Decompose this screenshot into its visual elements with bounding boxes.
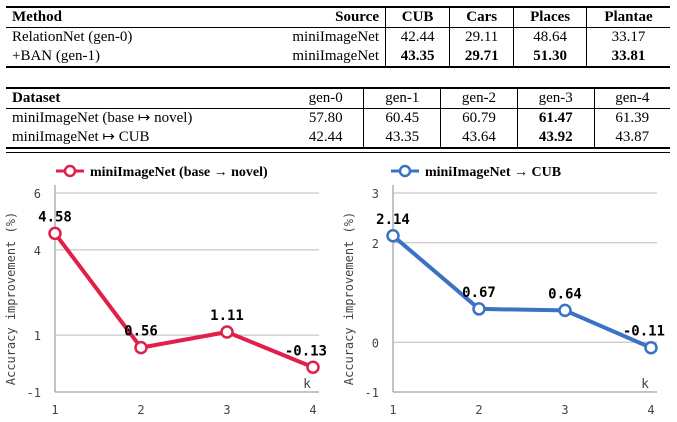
value-cell: 60.45	[363, 108, 441, 128]
value-cell: 43.35	[363, 128, 441, 148]
y-tick-label: 0	[372, 336, 379, 350]
data-label: 0.64	[548, 286, 582, 302]
col-header-gen4: gen-4	[593, 88, 670, 109]
value-cell: 33.81	[585, 47, 670, 67]
col-header-plantae: Plantae	[585, 7, 670, 28]
method-cell: +BAN (gen-1)	[12, 48, 101, 64]
y-tick-label: 6	[34, 187, 41, 201]
x-axis-label: k	[641, 377, 649, 392]
table-header-row: Method Source CUB Cars Places Plantae	[6, 7, 670, 28]
y-tick-label: 1	[34, 329, 41, 343]
col-header-gen0: gen-0	[288, 88, 364, 109]
y-tick-label: -1	[27, 386, 41, 400]
y-axis-label: Accuracy improvement (%)	[4, 212, 18, 385]
col-header-cars: Cars	[449, 7, 514, 28]
y-tick-label: 3	[372, 187, 379, 201]
table-row: miniImageNet ↦ CUB 42.44 43.35 43.64 43.…	[6, 128, 670, 148]
col-header-places: Places	[513, 7, 587, 28]
col-header-cub: CUB	[384, 7, 450, 28]
value-cell: 43.35	[384, 47, 450, 67]
table-header-row: Dataset gen-0 gen-1 gen-2 gen-3 gen-4	[6, 88, 670, 109]
data-label: 2.14	[376, 212, 410, 228]
data-point	[644, 340, 658, 355]
y-tick-label: 2	[372, 237, 379, 251]
value-cell: 29.11	[449, 27, 514, 47]
value-cell: 61.47	[516, 108, 595, 128]
value-cell: 61.39	[593, 108, 670, 128]
table-row: miniImageNet (base ↦ novel) 57.80 60.45 …	[6, 108, 670, 128]
x-tick-label: 4	[647, 403, 654, 417]
col-header-gen3: gen-3	[516, 88, 595, 109]
data-label: -0.13	[285, 343, 327, 359]
value-cell: 42.44	[384, 27, 450, 47]
value-cell: 57.80	[308, 110, 343, 126]
data-point	[134, 340, 148, 355]
data-point	[220, 325, 234, 339]
value-cell: 43.87	[593, 128, 670, 148]
col-header-method: Method	[6, 7, 218, 28]
dataset-cell: miniImageNet (base ↦ novel)	[12, 110, 193, 126]
data-point	[306, 360, 320, 375]
series-line	[391, 234, 652, 350]
value-cell: 43.92	[516, 128, 595, 148]
source-cell: miniImageNet	[292, 48, 379, 64]
col-header-source: Source	[218, 7, 386, 28]
col-header-dataset: Dataset	[6, 88, 288, 109]
legend-marker	[63, 164, 77, 178]
value-cell: 42.44	[308, 129, 343, 145]
line-chart-1: miniImageNet (base → novel) -1 1 4 6 1 2 3 4 k Acc…	[4, 164, 327, 417]
table-row: +BAN (gen-1) miniImageNet 43.35 29.71 51…	[6, 47, 670, 67]
data-label: 0.56	[124, 324, 158, 340]
value-cell: 43.64	[440, 128, 518, 148]
table-row: RelationNet (gen-0) miniImageNet 42.44 2…	[6, 27, 670, 47]
y-tick-label: 4	[34, 244, 41, 258]
value-cell: 33.17	[585, 27, 670, 47]
value-cell: 51.30	[513, 47, 587, 67]
dataset-cell: miniImageNet ↦ CUB	[12, 129, 150, 145]
x-tick-label: 3	[223, 403, 230, 417]
col-header-gen1: gen-1	[363, 88, 441, 109]
x-axis-label: k	[303, 377, 311, 392]
data-label: 4.58	[38, 209, 72, 225]
results-table-generations: Dataset gen-0 gen-1 gen-2 gen-3 gen-4 mi…	[6, 87, 670, 149]
x-tick-label: 2	[475, 403, 482, 417]
value-cell: 29.71	[449, 47, 514, 67]
data-point	[558, 303, 572, 318]
x-tick-label: 2	[137, 403, 144, 417]
col-header-gen2: gen-2	[440, 88, 518, 109]
data-point	[48, 226, 62, 241]
y-tick-label: -1	[365, 386, 379, 400]
line-charts-figure: miniImageNet (base → novel) -1 1 4 6 1 2 3 4 k Acc…	[4, 164, 665, 417]
series-line	[53, 232, 314, 370]
line-chart-2: miniImageNet → CUB -1 0 2 3 1 2 3 4 k Accuracy imp…	[342, 164, 665, 417]
legend-label: miniImageNet → CUB	[425, 165, 561, 180]
value-cell: 48.64	[513, 27, 587, 47]
source-cell: miniImageNet	[292, 29, 379, 45]
x-tick-label: 1	[389, 403, 396, 417]
x-tick-label: 3	[561, 403, 568, 417]
x-tick-label: 4	[309, 403, 316, 417]
data-label: 0.67	[462, 285, 496, 301]
value-cell: 60.79	[440, 108, 518, 128]
legend-label: miniImageNet (base → novel)	[90, 165, 268, 180]
data-point	[472, 302, 486, 316]
results-table-cross-domain: Method Source CUB Cars Places Plantae Re…	[6, 6, 670, 68]
data-point	[386, 229, 400, 243]
data-label: 1.11	[210, 308, 244, 324]
y-axis-label: Accuracy improvement (%)	[342, 212, 356, 385]
legend-marker	[398, 164, 412, 178]
method-cell: RelationNet (gen-0)	[12, 29, 133, 45]
figure-rule	[6, 152, 670, 153]
data-label: -0.11	[623, 324, 665, 340]
x-tick-label: 1	[51, 403, 58, 417]
